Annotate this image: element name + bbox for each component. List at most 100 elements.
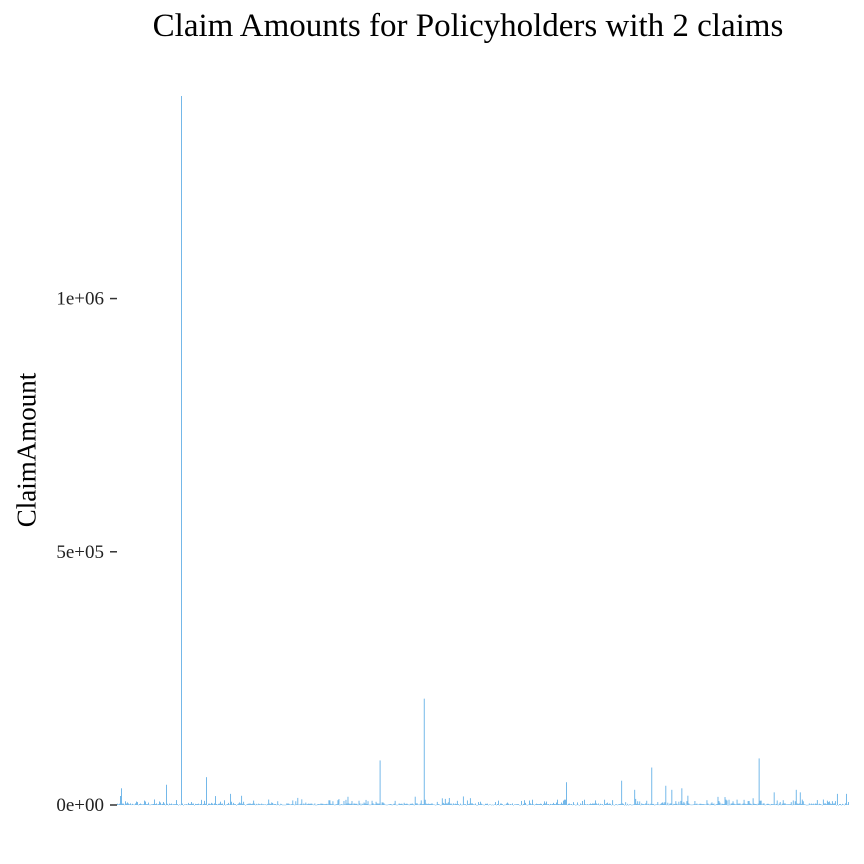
bar: [443, 803, 445, 805]
bar: [466, 800, 468, 805]
bar: [312, 804, 314, 805]
bar: [367, 801, 369, 805]
bar: [219, 803, 220, 805]
bar: [391, 804, 393, 806]
bar: [802, 801, 804, 805]
bar: [351, 801, 353, 805]
bar: [132, 803, 133, 805]
bar: [279, 804, 281, 806]
bar: [781, 803, 783, 805]
bar: [476, 804, 478, 806]
bar: [504, 804, 505, 806]
bar: [475, 804, 477, 806]
bar: [460, 804, 462, 806]
bar: [649, 804, 651, 806]
bar: [433, 804, 435, 805]
bar: [416, 803, 418, 805]
bar: [157, 804, 158, 806]
bar: [820, 804, 822, 806]
bar: [226, 804, 227, 806]
bar: [568, 803, 569, 805]
bar: [801, 799, 803, 805]
bar: [446, 803, 448, 805]
bar: [743, 799, 745, 805]
bar: [508, 803, 509, 805]
bar: [323, 804, 325, 805]
bar: [414, 796, 416, 805]
bar: [229, 804, 231, 805]
bar: [175, 804, 176, 805]
bar: [533, 804, 534, 805]
bar: [396, 804, 398, 806]
bar: [542, 804, 543, 806]
bar: [819, 804, 821, 805]
bar: [805, 804, 807, 806]
bar: [347, 796, 349, 805]
bar: [289, 804, 291, 805]
bar: [210, 804, 211, 805]
bar: [255, 804, 257, 806]
bar: [529, 800, 530, 805]
bar: [491, 804, 492, 806]
bar: [366, 803, 368, 805]
bar: [122, 803, 123, 805]
bar: [759, 800, 761, 805]
bar: [467, 804, 469, 805]
bar: [731, 803, 733, 805]
bar: [478, 804, 480, 805]
bar: [509, 804, 510, 806]
bar: [592, 803, 593, 805]
bar: [728, 799, 730, 805]
bar: [216, 804, 217, 805]
bar: [682, 803, 684, 805]
bar: [730, 803, 732, 805]
bar: [355, 803, 357, 805]
bar: [169, 803, 170, 805]
bar: [314, 803, 316, 805]
bar: [236, 804, 238, 806]
bar: [565, 799, 566, 805]
bar: [835, 804, 837, 806]
bar: [669, 803, 671, 805]
bar: [249, 803, 251, 805]
bar: [399, 803, 401, 805]
bar: [324, 804, 326, 805]
bar: [555, 804, 556, 805]
bar: [445, 803, 447, 805]
bar: [372, 803, 374, 805]
bar: [300, 803, 302, 805]
bar: [602, 804, 604, 805]
bar: [430, 803, 432, 805]
bar: [702, 804, 704, 805]
bar: [487, 803, 488, 805]
bar: [650, 803, 652, 805]
bar: [631, 804, 633, 806]
bar: [742, 803, 744, 805]
bar: [814, 803, 816, 805]
bar: [586, 804, 587, 806]
bar: [138, 804, 139, 806]
bar: [224, 800, 225, 805]
bar: [271, 802, 273, 805]
bar: [647, 804, 649, 805]
bar: [514, 804, 515, 805]
bar: [593, 803, 594, 805]
bar: [398, 803, 400, 805]
bar: [149, 804, 150, 806]
bar: [278, 804, 280, 805]
bar: [294, 804, 296, 806]
bar: [716, 803, 718, 805]
bar: [726, 800, 728, 805]
bar: [502, 804, 503, 805]
bar: [648, 803, 650, 805]
bar: [594, 803, 595, 805]
bar: [137, 802, 138, 805]
bar: [574, 804, 575, 805]
bar: [428, 803, 430, 805]
bar: [550, 803, 551, 805]
bar: [501, 803, 502, 805]
bar: [560, 804, 561, 805]
bar: [729, 804, 731, 806]
bar: [683, 801, 685, 805]
bar: [199, 804, 200, 805]
